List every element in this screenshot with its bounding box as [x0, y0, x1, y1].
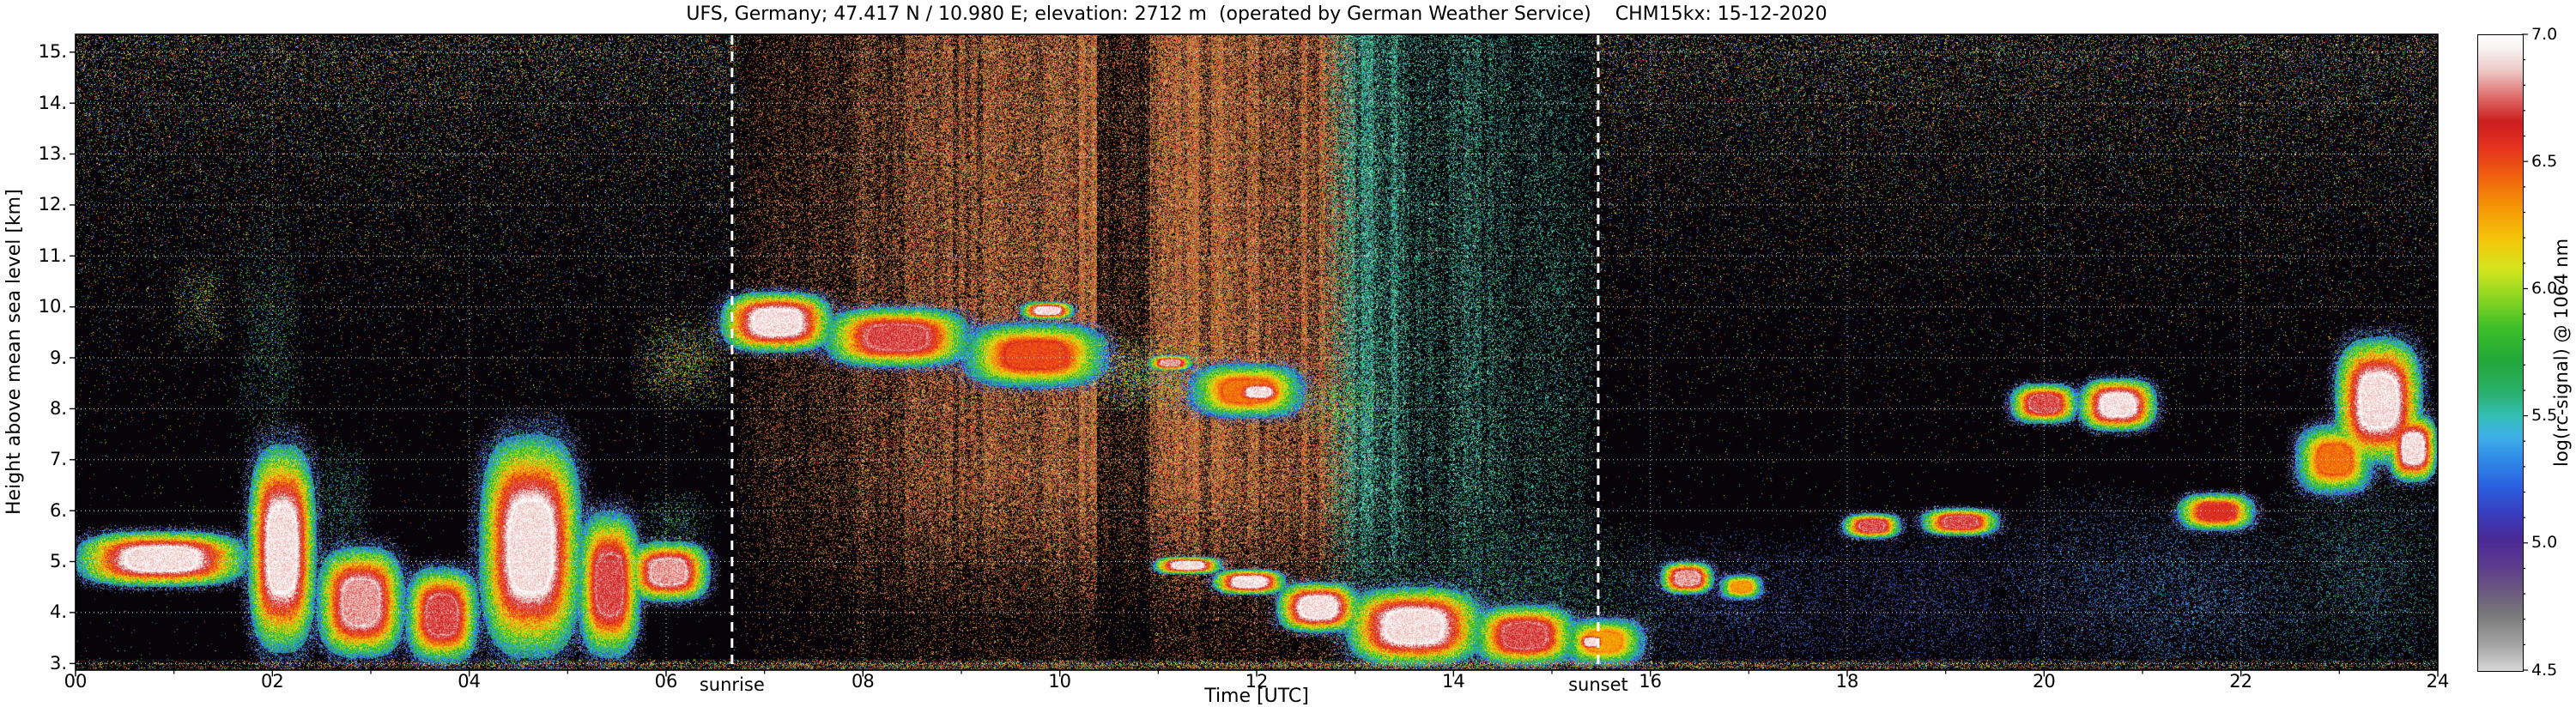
colorbar-tick-label: 4.5 — [2531, 660, 2558, 680]
y-tick-label: 4. — [49, 601, 67, 623]
y-tick-label: 8. — [49, 397, 67, 419]
x-tick-label: 20 — [2032, 671, 2056, 692]
x-tick-label: 10 — [1048, 671, 1072, 692]
x-tick-label: 18 — [1835, 671, 1859, 692]
annotation-sunrise: sunrise — [699, 674, 765, 695]
y-tick-label: 6. — [49, 499, 67, 521]
y-tick-label: 9. — [49, 347, 67, 368]
y-tick-label: 11. — [38, 245, 67, 266]
plot-title: UFS, Germany; 47.417 N / 10.980 E; eleva… — [686, 3, 1827, 25]
x-tick-label: 00 — [64, 671, 88, 692]
y-tick-label: 13. — [38, 143, 67, 165]
colorbar-tick-label: 5.5 — [2531, 406, 2558, 426]
colorbar-canvas — [2477, 34, 2524, 672]
x-tick-label: 04 — [458, 671, 482, 692]
x-tick-label: 14 — [1441, 671, 1465, 692]
x-tick-label: 12 — [1245, 671, 1269, 692]
y-tick-label: 5. — [49, 551, 67, 572]
colorbar-label: log(rc-signal) @ 1064 nm — [2551, 238, 2572, 467]
x-tick-label: 24 — [2426, 671, 2450, 692]
colorbar-tick-label: 5.0 — [2531, 533, 2558, 553]
x-tick-label: 16 — [1639, 671, 1663, 692]
x-tick-label: 02 — [260, 671, 284, 692]
annotation-sunset: sunset — [1568, 674, 1628, 695]
y-tick-label: 12. — [38, 194, 67, 215]
x-tick-label: 06 — [654, 671, 678, 692]
y-tick-label: 15. — [38, 41, 67, 63]
x-tick-label: 22 — [2229, 671, 2253, 692]
y-tick-label: 7. — [49, 449, 67, 470]
x-tick-label: 08 — [851, 671, 875, 692]
colorbar-tick-label: 6.0 — [2531, 278, 2558, 298]
y-tick-label: 10. — [38, 296, 67, 317]
colorbar-tick-label: 7.0 — [2531, 24, 2558, 44]
y-tick-label: 14. — [38, 92, 67, 113]
colorbar-tick-label: 6.5 — [2531, 151, 2558, 171]
heatmap-canvas — [76, 34, 2438, 670]
x-axis-label: Time [UTC] — [1204, 686, 1309, 707]
y-axis-label: Height above mean sea level [km] — [3, 189, 25, 516]
y-tick-label: 3. — [49, 652, 67, 674]
